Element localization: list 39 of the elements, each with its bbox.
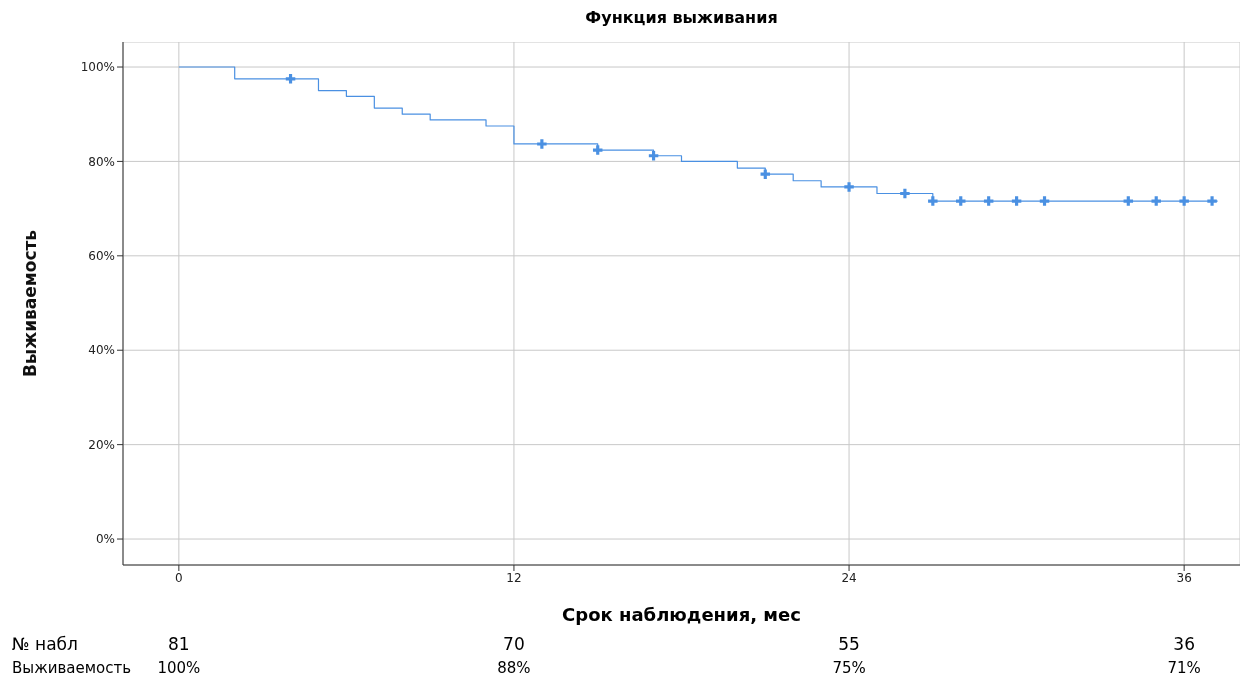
y-tick-label: 20% [88,437,115,452]
text: № набл [12,634,78,654]
point [537,139,547,149]
y-tick-label: 100% [80,60,115,75]
point [1039,196,1050,206]
y-axis-title: Выживаемость [20,229,41,378]
point [760,169,771,179]
text: 70 [502,634,526,654]
x-tick-label: 24 [841,570,857,585]
text: 75% [831,659,867,677]
text: Выживаемость [12,659,131,677]
point [285,74,296,84]
point [1179,196,1189,206]
y-tick-label: 60% [88,249,115,264]
text: 100% [156,659,202,677]
point [592,145,603,155]
text: 88% [496,659,532,677]
point [1207,196,1217,206]
x-tick-label: 36 [1176,570,1192,585]
text: 55 [837,634,861,654]
point [1011,196,1022,206]
point [648,151,659,161]
chart-title: Функция выживания [584,8,779,27]
point [983,196,994,206]
x-axis-title: Срок наблюдения, мес [561,604,802,625]
text: 36 [1172,634,1196,654]
point [1151,196,1161,206]
point [1123,196,1134,206]
point [928,196,938,206]
x-tick-label: 12 [506,570,522,585]
point [956,196,966,206]
point [844,182,854,192]
y-tick-label: 80% [88,154,115,169]
y-tick-label: 0% [95,532,115,547]
x-tick-label: 0 [175,570,183,585]
text: 71% [1166,659,1202,677]
point [900,188,910,199]
text: 81 [167,634,191,654]
y-tick-label: 40% [88,343,115,358]
